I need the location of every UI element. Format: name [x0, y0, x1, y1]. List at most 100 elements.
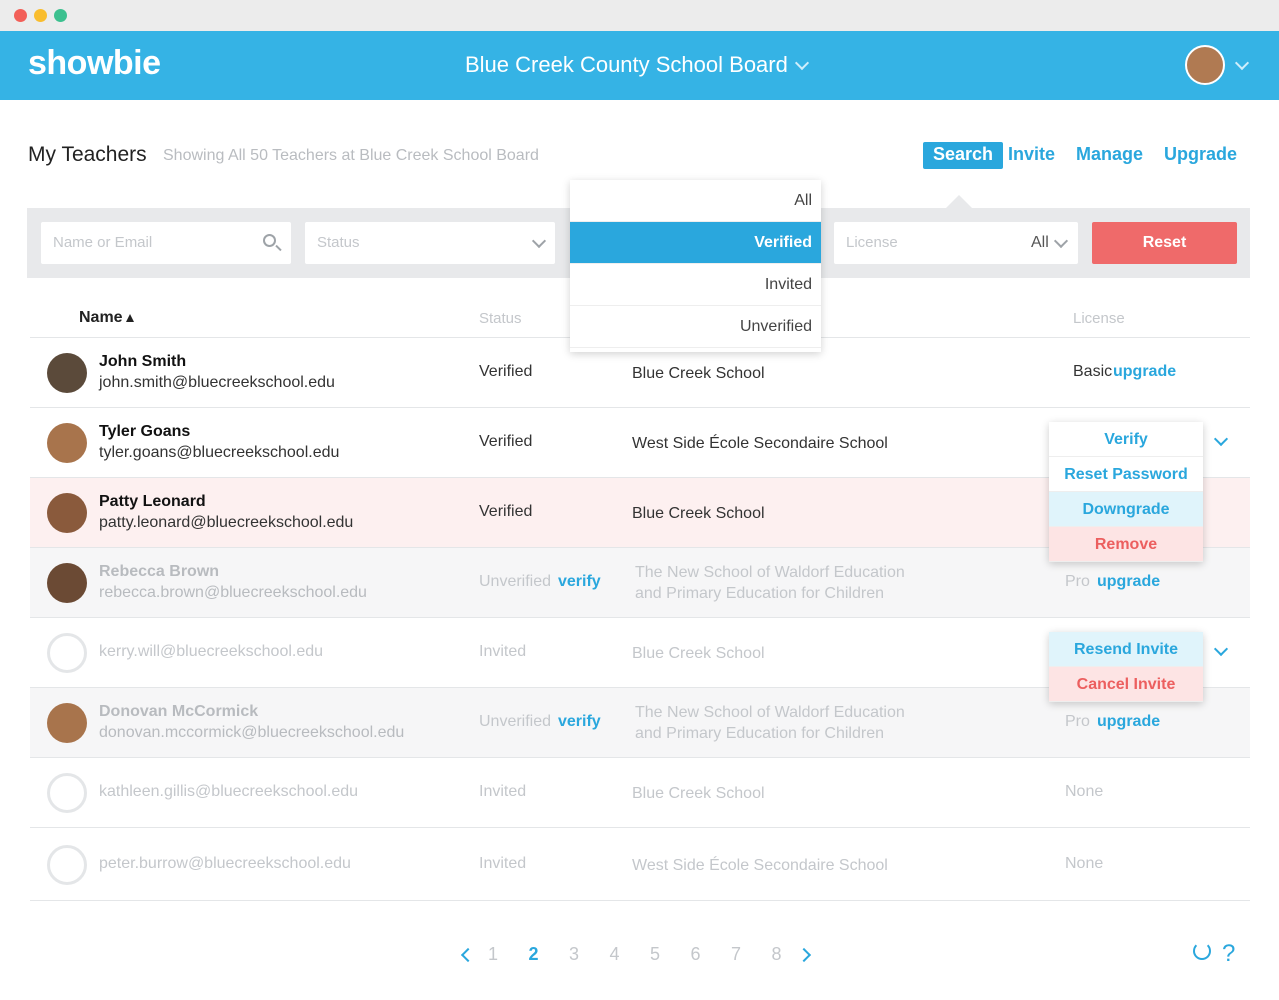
table-row[interactable]: peter.burrow@bluecreekschool.edu Invited W…: [30, 828, 1250, 901]
refresh-button[interactable]: [1193, 942, 1211, 960]
page-number[interactable]: 5: [650, 944, 661, 964]
school: The New School of Waldorf Education and …: [635, 564, 905, 602]
teacher-name: Tyler Goans: [99, 423, 191, 440]
teacher-email: patty.leonard@bluecreekschool.edu: [99, 514, 354, 531]
verify-link[interactable]: verify: [558, 713, 601, 730]
nav-tab[interactable]: Manage: [1076, 144, 1144, 164]
minimize-button[interactable]: [34, 9, 47, 22]
page-number[interactable]: 2: [528, 944, 539, 964]
school: Blue Creek School: [632, 785, 765, 802]
page-title: My Teachers: [28, 143, 147, 166]
status: Invited: [479, 783, 527, 800]
org-selector[interactable]: Blue Creek County School Board: [465, 52, 788, 77]
reset-button[interactable]: Reset: [1092, 222, 1237, 264]
search-input[interactable]: Name or Email: [41, 222, 291, 264]
page-number[interactable]: 7: [731, 944, 742, 964]
status-column-header[interactable]: Status: [479, 310, 522, 327]
avatar: [47, 353, 87, 393]
avatar: [47, 633, 87, 673]
window-chrome: [0, 0, 1279, 31]
license: None: [1065, 854, 1104, 872]
avatar: [47, 563, 87, 603]
teacher-email: tyler.goans@bluecreekschool.edu: [99, 444, 340, 461]
nav-tab[interactable]: Invite: [1008, 144, 1056, 164]
verify-link[interactable]: verify: [558, 573, 601, 590]
avatar: [47, 844, 87, 885]
license: Pro: [1065, 573, 1090, 590]
tab-pointer: [946, 195, 972, 208]
status: Verified: [479, 433, 533, 450]
menu-item[interactable]: Cancel Invite: [1049, 667, 1203, 702]
table-row[interactable]: Rebecca Brown rebecca.brown@bluecreekscho…: [30, 548, 1250, 618]
status-select[interactable]: Status: [305, 222, 555, 264]
page-number[interactable]: 4: [609, 944, 620, 964]
upgrade-link[interactable]: upgrade: [1097, 573, 1161, 590]
sort-arrow: [126, 314, 134, 322]
close-button[interactable]: [14, 9, 27, 22]
zoom-button[interactable]: [54, 9, 67, 22]
row-action-menu: Resend Invite Cancel Invite: [1049, 632, 1203, 702]
status: Invited: [479, 854, 527, 872]
license-column-header[interactable]: License: [1073, 310, 1125, 327]
next-page[interactable]: [796, 947, 812, 963]
license-select[interactable]: License: [834, 222, 1078, 264]
teacher-email: peter.burrow@bluecreekschool.edu: [99, 854, 351, 872]
status: Verified: [479, 503, 533, 520]
upgrade-link[interactable]: upgrade: [1097, 713, 1161, 730]
user-avatar[interactable]: [1185, 45, 1225, 85]
top-bar: [0, 31, 1279, 100]
table-row[interactable]: Patty Leonard patty.leonard@bluecreekscho…: [30, 478, 1250, 548]
page-number[interactable]: 8: [771, 944, 782, 964]
license-value: All: [1031, 234, 1049, 251]
page-number[interactable]: 3: [569, 944, 580, 964]
license: None: [1065, 783, 1104, 800]
prev-page[interactable]: [460, 947, 476, 963]
page-number[interactable]: 1: [488, 944, 499, 964]
menu-item[interactable]: Verify: [1049, 422, 1203, 457]
school: The New School of Waldorf Education and …: [635, 704, 905, 742]
search-icon: [263, 234, 276, 247]
help-button[interactable]: ?: [1222, 940, 1236, 967]
teacher-name: Patty Leonard: [99, 493, 206, 510]
status: Invited: [479, 643, 527, 660]
teacher-email: kerry.will@bluecreekschool.edu: [99, 643, 324, 660]
teacher-name: Donovan McCormick: [99, 703, 259, 720]
menu-item[interactable]: Resend Invite: [1049, 632, 1203, 667]
table-row[interactable]: Tyler Goans tyler.goans@bluecreekschool.e…: [30, 408, 1250, 478]
teacher-email: kathleen.gillis@bluecreekschool.edu: [99, 783, 359, 800]
teacher-email: john.smith@bluecreekschool.edu: [99, 374, 335, 391]
teacher-name: Rebecca Brown: [99, 563, 220, 580]
dropdown-option[interactable]: Unverified: [570, 306, 821, 348]
table-row[interactable]: kathleen.gillis@bluecreekschool.edu Invit…: [30, 758, 1250, 828]
school: Blue Creek School: [632, 505, 765, 522]
teacher-name: John Smith: [99, 353, 187, 370]
menu-item[interactable]: Reset Password: [1049, 457, 1203, 492]
upgrade-link[interactable]: upgrade: [1113, 363, 1177, 380]
nav-tab[interactable]: Search: [923, 142, 1004, 169]
avatar: [47, 423, 87, 463]
row-action-menu: Verify Reset Password Downgrade Remove: [1049, 422, 1203, 562]
status-dropdown: All Verified Invited Unverified: [570, 180, 821, 352]
dropdown-option[interactable]: Verified: [570, 222, 821, 264]
school: Blue Creek School: [632, 365, 765, 382]
menu-item[interactable]: Downgrade: [1049, 492, 1203, 527]
brand[interactable]: showbie: [28, 44, 161, 82]
teacher-email: donovan.mccormick@bluecreekschool.edu: [99, 724, 405, 741]
name-column-header[interactable]: Name: [79, 309, 123, 326]
page-subtitle: Showing All 50 Teachers at Blue Creek Sc…: [163, 147, 539, 164]
dropdown-option[interactable]: All: [570, 180, 821, 222]
page-number[interactable]: 6: [690, 944, 701, 964]
license: Pro: [1065, 713, 1090, 730]
teacher-email: rebecca.brown@bluecreekschool.edu: [99, 584, 367, 601]
status: Unverified: [479, 573, 552, 590]
school: West Side École Secondaire School: [632, 435, 888, 452]
avatar: [47, 773, 87, 813]
nav-tab[interactable]: Upgrade: [1164, 144, 1238, 164]
dropdown-option[interactable]: Invited: [570, 264, 821, 306]
table-row[interactable]: kerry.will@bluecreekschool.edu Invited Blu…: [30, 618, 1250, 688]
menu-item[interactable]: Remove: [1049, 527, 1203, 562]
avatar: [47, 493, 87, 533]
table-row[interactable]: Donovan McCormick donovan.mccormick@bluec…: [30, 688, 1250, 758]
school: Blue Creek School: [632, 645, 765, 662]
status: Verified: [479, 363, 533, 380]
